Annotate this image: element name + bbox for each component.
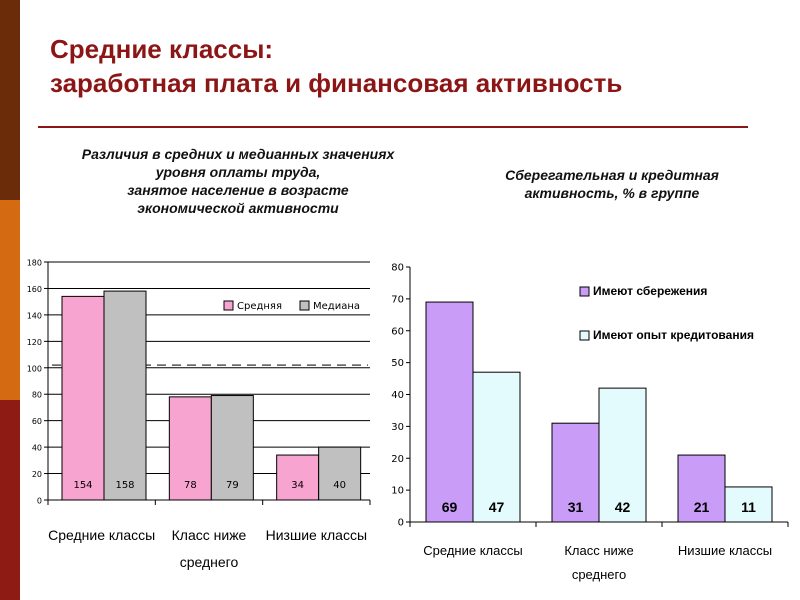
y-tick-label: 80 <box>391 263 404 274</box>
y-tick-label: 40 <box>391 390 404 401</box>
y-tick-label: 40 <box>32 444 42 453</box>
y-tick-label: 20 <box>391 454 404 465</box>
y-tick-label: 60 <box>32 417 42 426</box>
y-tick-label: 10 <box>391 486 404 497</box>
category-label: Низшие классы <box>678 543 772 558</box>
data-label: 47 <box>489 499 505 515</box>
category-label: Средние классы <box>423 543 522 558</box>
legend-swatch <box>579 286 590 297</box>
y-tick-label: 70 <box>391 294 404 305</box>
y-tick-label: 50 <box>391 358 404 369</box>
right-chart-heading: Сберегательная и кредитная активность, %… <box>462 166 762 202</box>
bar <box>210 395 254 501</box>
data-label: 31 <box>568 499 584 515</box>
y-tick-label: 20 <box>32 470 42 479</box>
slide-title: Средние классы: заработная плата и финан… <box>50 32 622 100</box>
data-label: 69 <box>442 499 458 515</box>
data-label: 78 <box>184 480 197 491</box>
left-heading-line: Различия в средних и медианных значениях <box>81 146 395 162</box>
y-tick-label: 160 <box>27 285 42 294</box>
right-heading-line: Сберегательная и кредитная <box>505 167 719 183</box>
category-label: среднего <box>572 567 626 582</box>
side-stripe-bottom <box>0 400 20 600</box>
legend-label: Средняя <box>237 301 282 312</box>
data-label: 79 <box>226 480 239 491</box>
y-tick-label: 30 <box>391 422 404 433</box>
left-heading-line: занятое население в возрасте <box>127 182 349 198</box>
wage-chart: 0 20 40 60 80 100 120 140 160 180 154 78 34 158 79 40 Ср… <box>27 259 371 570</box>
legend-label: Медиана <box>313 301 360 312</box>
data-label: 34 <box>291 480 304 491</box>
legend-label: Имеют сбережения <box>593 284 707 298</box>
financial-activity-chart: 0 10 20 30 40 50 60 70 80 69 31 21 47 42 11 Средние кла… <box>391 263 789 582</box>
bar <box>276 454 320 501</box>
data-label: 158 <box>115 480 134 491</box>
category-label: Низшие классы <box>266 527 367 543</box>
y-tick-label: 180 <box>27 259 42 268</box>
category-label: среднего <box>180 554 239 570</box>
category-label: Класс ниже <box>564 543 633 558</box>
legend-label: Имеют опыт кредитования <box>593 328 754 342</box>
bar <box>103 290 147 501</box>
left-heading-line: экономической активности <box>137 200 339 216</box>
legend-swatch <box>223 300 234 311</box>
y-tick-label: 60 <box>391 326 404 337</box>
left-heading-line: уровня оплаты труда, <box>155 164 321 180</box>
side-stripe-top <box>0 0 20 200</box>
data-label: 154 <box>73 480 92 491</box>
side-stripe-middle <box>0 200 20 400</box>
y-tick-label: 0 <box>37 497 42 506</box>
y-tick-label: 140 <box>27 311 42 320</box>
category-label: Средние классы <box>48 527 155 543</box>
data-label: 21 <box>694 499 710 515</box>
y-tick-label: 0 <box>398 518 404 529</box>
bar <box>61 295 105 501</box>
right-heading-line: активность, % в группе <box>524 185 700 201</box>
legend-swatch <box>579 330 590 341</box>
y-tick-label: 100 <box>27 364 42 373</box>
bar <box>168 396 212 501</box>
bar <box>724 486 773 523</box>
bar <box>598 387 647 523</box>
y-tick-label: 120 <box>27 338 42 347</box>
title-divider <box>38 126 748 128</box>
data-label: 42 <box>615 499 631 515</box>
bar <box>472 371 521 523</box>
slide-title-line-2: заработная плата и финансовая активность <box>50 68 623 98</box>
bar <box>425 301 474 523</box>
bar <box>551 422 600 523</box>
legend-swatch <box>299 300 310 311</box>
slide-title-line-1: Средние классы: <box>50 34 274 64</box>
data-label: 40 <box>333 480 346 491</box>
category-label: Класс ниже <box>172 527 247 543</box>
left-chart-heading: Различия в средних и медианных значениях… <box>38 145 438 217</box>
data-label: 11 <box>741 499 756 515</box>
bar <box>318 446 362 501</box>
y-tick-label: 80 <box>32 391 42 400</box>
